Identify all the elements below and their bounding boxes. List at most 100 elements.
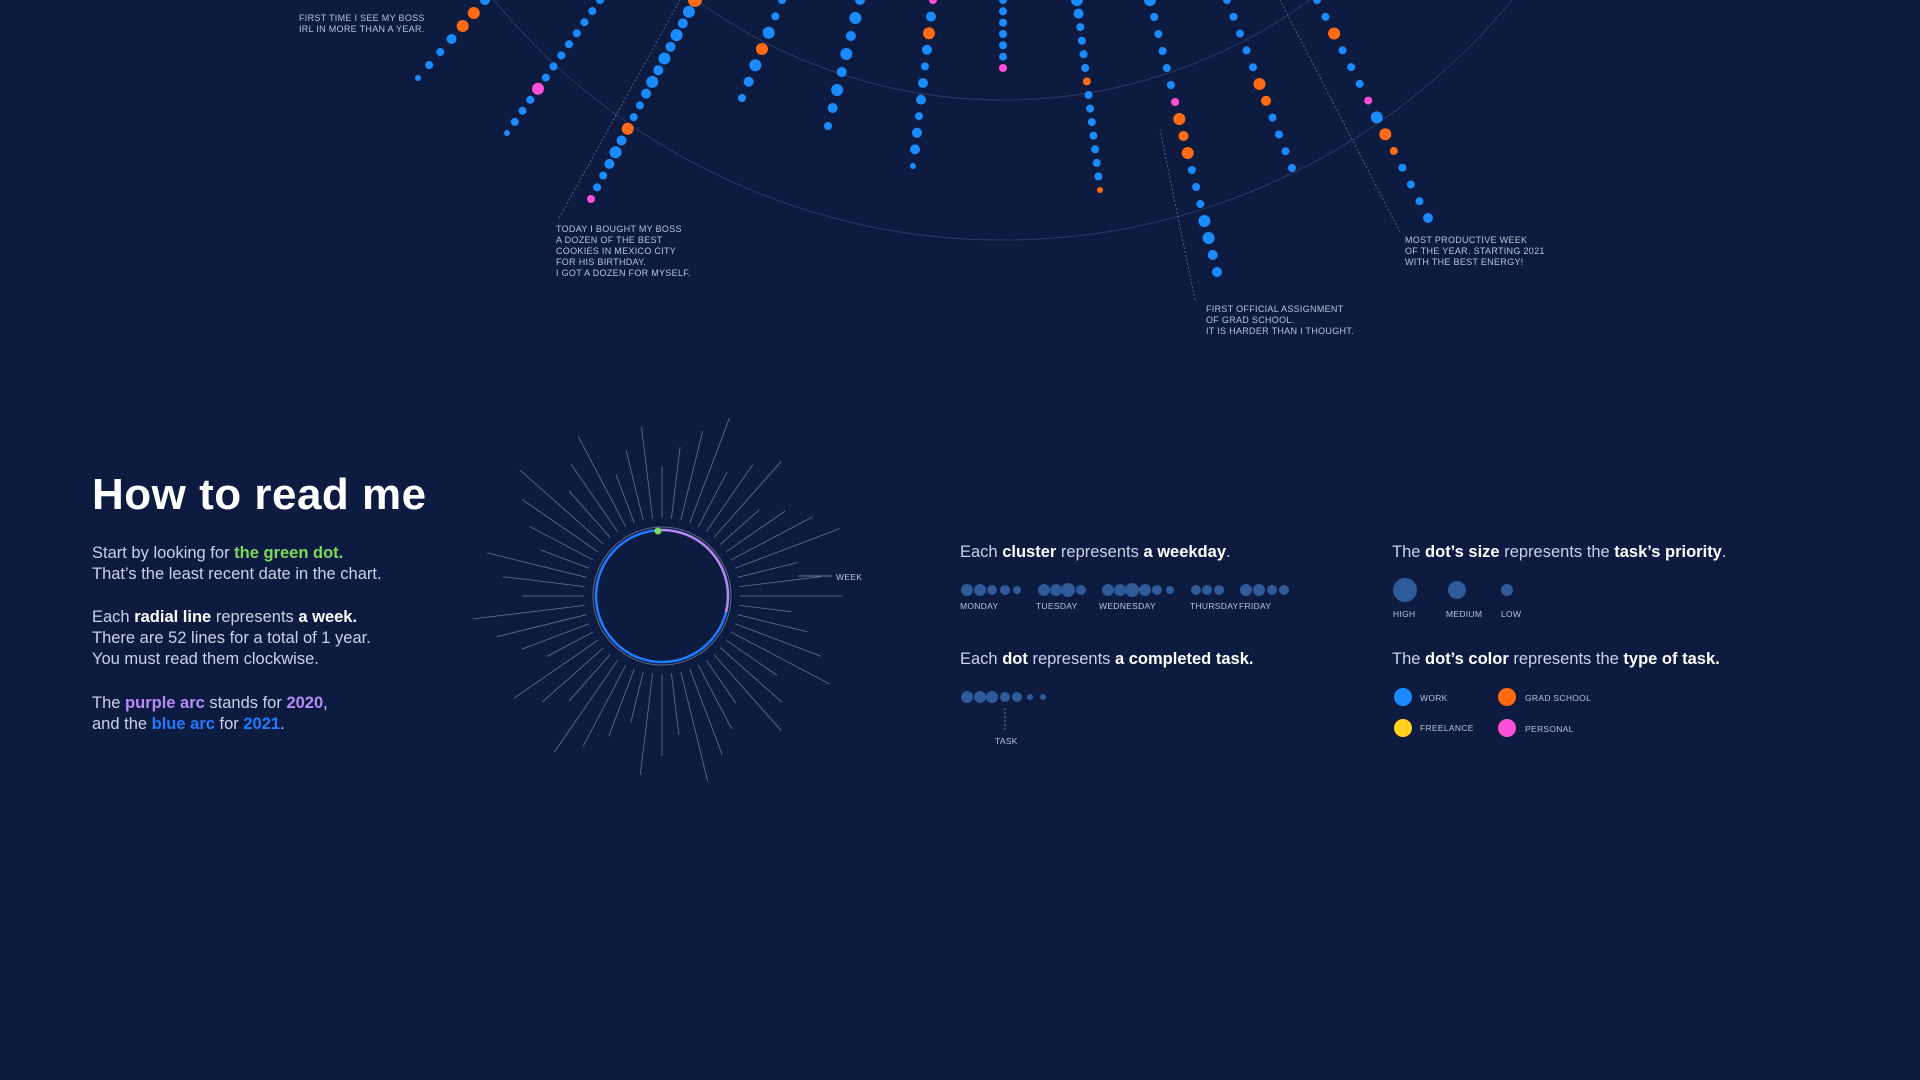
task-dot: [688, 0, 702, 7]
task-dot: [915, 112, 923, 121]
outer-guide-ring: [592, 526, 732, 666]
task-dot: [1091, 145, 1100, 154]
week-radial-line: [568, 490, 611, 538]
type-personal-label: PERSONAL: [1525, 724, 1574, 734]
weekday-friday: FRIDAY: [1239, 601, 1272, 611]
weekday-cluster-dot: [961, 584, 973, 596]
task-dot: [929, 0, 937, 4]
task-dot: [436, 48, 445, 56]
cluster-highlight: cluster: [1002, 543, 1057, 561]
task-dot: [587, 195, 595, 203]
text: The: [1392, 543, 1426, 561]
week-radial-line: [720, 647, 783, 703]
weekday-cluster-dot: [1253, 584, 1265, 596]
text: for: [214, 715, 244, 733]
week-radial-line: [734, 528, 840, 569]
priority-medium-label: MEDIUM: [1446, 609, 1483, 619]
week-radial-line: [513, 639, 599, 699]
task-dot: [526, 95, 535, 104]
text: You must read them clockwise.: [92, 650, 319, 668]
weekday-cluster-dot: [974, 584, 986, 596]
task-dot: [1076, 23, 1085, 32]
week-radial-line: [521, 499, 599, 553]
task-dot: [1171, 98, 1180, 106]
legend-dot-heading: Each dot represents a completed task.: [960, 650, 1253, 669]
priority-low-label: LOW: [1501, 609, 1522, 619]
task-dot: [621, 122, 634, 135]
type-freelance-label: FREELANCE: [1420, 723, 1474, 733]
week-radial-line: [625, 450, 644, 521]
text: represents the: [1499, 543, 1615, 561]
task-dot: [1187, 166, 1196, 174]
task-dot: [532, 82, 544, 95]
text: represents: [1027, 650, 1115, 668]
task-dot: [916, 94, 926, 105]
purple-arc-2020: [657, 528, 730, 613]
weekday-monday: MONDAY: [960, 601, 999, 611]
task-dot: [1097, 187, 1103, 193]
task-dot: [504, 130, 510, 136]
legend-size-heading: The dot’s size represents the task’s pri…: [1392, 543, 1726, 562]
task-priority-highlight: task’s priority: [1614, 543, 1722, 561]
task-dot: [999, 7, 1007, 16]
week-radial-line: [568, 654, 611, 702]
week-radial-line: [739, 576, 821, 587]
task-dot: [1082, 77, 1091, 86]
task-dot: [682, 5, 695, 18]
task-dot: [1084, 91, 1093, 99]
green-dot-highlight: the green dot.: [234, 544, 344, 562]
task-example-dot: [974, 691, 986, 703]
week-radial-line: [689, 668, 723, 756]
blue-arc-2021: [594, 528, 728, 664]
text: There are 52 lines for a total of 1 year…: [92, 629, 371, 647]
task-dot: [1275, 130, 1283, 139]
text: stands for: [204, 694, 287, 712]
task-dot: [1198, 215, 1211, 227]
task-dot: [518, 106, 527, 115]
dot-highlight: dot: [1002, 650, 1028, 668]
task-dot: [1162, 64, 1171, 72]
week-radial-line: [540, 549, 590, 569]
task-dot: [999, 30, 1007, 38]
task-example-dot: [1040, 694, 1046, 700]
task-dot: [1406, 180, 1415, 189]
type-work-label: WORK: [1420, 693, 1448, 703]
task-dot: [1281, 147, 1290, 156]
weekday-cluster-dot: [1038, 584, 1050, 596]
week-radial-line: [521, 623, 590, 650]
week-radial-line: [680, 671, 708, 781]
task-dot: [1313, 0, 1321, 4]
task-example-dot: [1000, 692, 1010, 702]
task-dot: [1181, 147, 1194, 159]
weekday-cluster-dot: [1279, 585, 1289, 595]
task-dot: [456, 20, 469, 32]
weekday-cluster-dot: [1267, 585, 1277, 595]
weekday-cluster-dot: [1125, 583, 1139, 597]
guide-ring-3: [493, 0, 1513, 241]
task-dot: [999, 0, 1007, 4]
task-dot: [1196, 200, 1205, 208]
completed-task-highlight: a completed task.: [1114, 650, 1254, 668]
week-radial-line: [730, 631, 831, 685]
dot-color-highlight: dot’s color: [1425, 650, 1509, 668]
instruction-radial-line: Each radial line represents a week. Ther…: [92, 607, 371, 670]
task-dot: [1253, 78, 1266, 90]
text: ,: [323, 694, 328, 712]
task-dot: [677, 18, 688, 29]
week-label: WEEK: [836, 572, 863, 582]
guide-ring-2: [695, 0, 1311, 101]
task-dot: [1268, 113, 1277, 122]
purple-arc-highlight: purple arc: [125, 694, 205, 712]
task-dot: [1288, 164, 1296, 172]
weekday-cluster-dot: [987, 585, 997, 595]
task-dot: [1415, 197, 1424, 206]
priority-high-label: HIGH: [1393, 609, 1416, 619]
year-2020-highlight: 2020: [286, 694, 324, 712]
weekday-cluster-dot: [1139, 584, 1151, 596]
task-dot: [604, 158, 615, 169]
task-dot: [1229, 12, 1238, 21]
weekday-highlight: a weekday: [1143, 543, 1226, 561]
weekday-cluster-dot: [1166, 586, 1174, 594]
text: and the: [92, 715, 152, 733]
